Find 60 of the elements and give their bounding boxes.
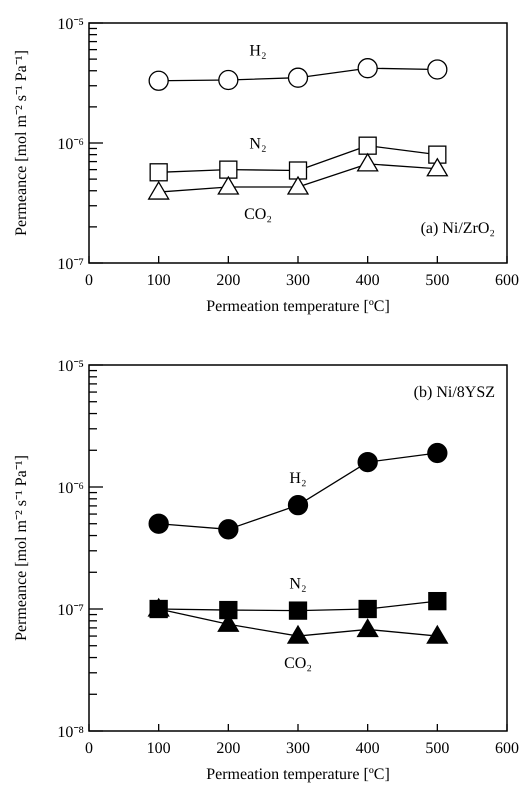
series-label: N₂ [249,136,267,152]
point [148,514,169,534]
y-axis-title: Permeance [mol m⁻² s⁻¹ Pa⁻¹] [13,455,30,641]
y-tick-label: 10⁻⁸ [57,724,84,741]
point [357,618,378,638]
point [148,181,170,200]
point [148,70,169,91]
point [427,442,448,464]
x-tick-label: 0 [85,272,93,289]
x-tick-label: 500 [425,272,450,289]
x-tick-label: 100 [146,740,171,757]
point [287,625,309,644]
x-tick-label: 200 [216,272,240,289]
point [428,592,446,610]
x-tick-label: 100 [146,272,171,289]
series-label: CO₂ [284,655,312,672]
point [358,600,377,618]
point [288,494,308,516]
y-tick-label: 10⁻⁵ [57,358,84,375]
point [287,176,309,195]
point [358,452,378,472]
point [426,625,448,644]
x-tick-label: 600 [495,272,519,289]
x-tick-label: 300 [286,272,310,289]
point [426,158,448,176]
point [218,519,238,540]
point [218,176,239,195]
point [218,70,238,90]
point [150,163,168,182]
y-tick-label: 10⁻⁶ [57,480,84,497]
x-tick-label: 600 [495,740,519,757]
point [427,59,448,80]
x-tick-label: 500 [425,740,450,757]
x-tick-label: 400 [356,740,380,757]
annotation: (a) Ni/ZrO₂ [420,220,495,237]
series-label: CO₂ [244,206,272,223]
point [288,161,308,180]
y-tick-label: 10⁻⁷ [57,602,84,619]
series-label: N₂ [289,576,307,593]
point [288,68,308,88]
series-label: H₂ [289,470,307,488]
y-tick-label: 10⁻⁵ [57,16,84,33]
y-tick-label: 10⁻⁶ [57,136,84,153]
x-tick-label: 300 [286,740,310,757]
series-label: H₂ [249,42,267,60]
point [357,153,378,172]
point [358,58,378,78]
point [428,145,446,164]
y-axis-title: Permeance [mol m⁻² s⁻¹ Pa⁻¹] [13,50,30,236]
point [219,600,238,620]
x-tick-label: 200 [216,740,240,757]
point [219,160,238,179]
x-tick-label: 0 [85,740,93,757]
y-tick-label: 10⁻⁷ [57,256,84,273]
annotation: (b) Ni/8YSZ [414,384,495,401]
x-tick-label: 400 [356,272,380,289]
x-axis-title: Permeation temperature [ºC] [206,298,390,315]
point [358,136,377,155]
x-axis-title: Permeation temperature [ºC] [206,766,390,783]
point [288,601,308,620]
